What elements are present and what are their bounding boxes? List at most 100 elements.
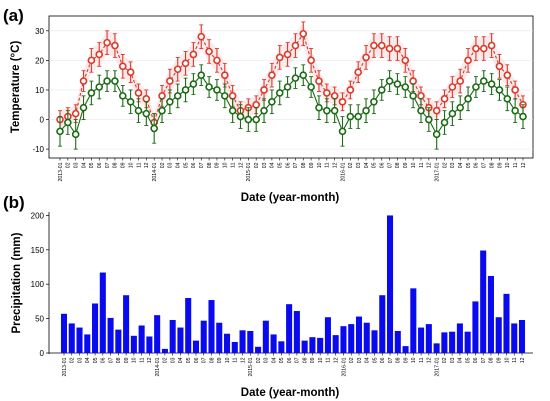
- data-point: [323, 89, 331, 97]
- precipitation-bar: [472, 301, 479, 353]
- data-point: [95, 50, 104, 59]
- x-tick-label: 06: [285, 162, 291, 168]
- x-tick-label: 08: [489, 162, 495, 168]
- x-tick-label: 02: [348, 162, 354, 168]
- data-point: [275, 89, 284, 97]
- x-tick-label: 10: [318, 357, 324, 363]
- x-tick-label: 09: [215, 162, 221, 168]
- x-tick-label: 04: [458, 162, 464, 168]
- precipitation-bar: [84, 334, 91, 353]
- data-point: [56, 127, 64, 136]
- x-tick-label: 12: [147, 357, 153, 363]
- data-point: [126, 68, 135, 77]
- precipitation-bar: [270, 334, 277, 353]
- data-point: [440, 118, 449, 127]
- data-point: [456, 103, 465, 112]
- x-tick-label: 05: [183, 162, 189, 168]
- precipitation-bar: [99, 272, 106, 353]
- precipitation-bar: [208, 300, 215, 353]
- precipitation-bar: [332, 335, 339, 353]
- x-tick-label: 11: [513, 162, 519, 167]
- data-point: [487, 41, 496, 50]
- precipitation-bar: [340, 326, 347, 353]
- data-point: [299, 71, 308, 79]
- x-tick-label: 05: [186, 357, 192, 363]
- data-point: [315, 103, 323, 112]
- data-point: [323, 106, 331, 115]
- x-tick-label: 06: [287, 357, 293, 363]
- precipitation-bar: [169, 319, 176, 353]
- data-point: [503, 95, 512, 103]
- x-tick-label: 06: [191, 162, 197, 168]
- x-tick-label: 02: [70, 357, 76, 363]
- precipitation-bar: [410, 288, 417, 353]
- x-tick-label: 03: [73, 162, 79, 168]
- x-tick-label: 08: [395, 162, 401, 168]
- x-tick-label: 2015-01: [246, 162, 252, 181]
- temperature-x-ticks: 2013-01 02 03 04 05 06 07 08 09 10 11 12 2014-01 02 03…: [58, 158, 527, 182]
- x-tick-label: 08: [301, 162, 307, 168]
- temperature-y-axis-title: Temperature (°C): [10, 41, 22, 134]
- x-tick-label: 10: [128, 162, 134, 168]
- data-point: [448, 109, 457, 118]
- data-point: [142, 95, 151, 103]
- x-tick-label: 07: [105, 162, 111, 168]
- x-tick-label: 2015-01: [248, 357, 254, 376]
- data-point: [354, 68, 363, 77]
- data-point: [409, 77, 417, 85]
- precipitation-bar: [402, 346, 409, 353]
- precipitation-x-axis-title: Date (year-month): [241, 387, 340, 399]
- x-tick-label: 08: [302, 357, 308, 363]
- precipitation-bar: [348, 324, 355, 353]
- panel-a-letter: (a): [3, 6, 24, 25]
- data-point: [71, 130, 80, 139]
- precipitation-bar: [146, 336, 153, 353]
- x-tick-label: 11: [136, 162, 142, 167]
- x-tick-label: 06: [97, 162, 103, 168]
- precipitation-bar: [255, 346, 262, 353]
- data-point: [283, 50, 292, 59]
- data-point: [503, 71, 512, 79]
- precipitation-bar: [239, 330, 246, 353]
- x-tick-label: 10: [505, 162, 511, 168]
- panel-b-letter: (b): [3, 193, 25, 212]
- precipitation-bar: [262, 320, 269, 353]
- data-point: [181, 86, 190, 94]
- data-point: [432, 106, 441, 115]
- x-tick-label: 08: [396, 357, 402, 363]
- precipitation-bar: [487, 275, 494, 353]
- precipitation-bar: [394, 330, 401, 353]
- x-tick-label: 03: [168, 162, 174, 168]
- precipitation-bar: [161, 348, 168, 353]
- x-tick-label: 09: [497, 357, 503, 363]
- precipitation-bar: [231, 341, 238, 353]
- data-point: [134, 106, 143, 115]
- data-point: [487, 80, 496, 88]
- x-tick-label: 03: [170, 357, 176, 363]
- x-tick-label: 02: [160, 162, 166, 168]
- precipitation-bar: [223, 333, 231, 353]
- data-point: [448, 83, 457, 91]
- data-point: [158, 106, 166, 115]
- precipitation-bar: [379, 295, 386, 353]
- precipitation-bar: [464, 331, 471, 353]
- data-point: [377, 41, 386, 50]
- x-tick-label: 12: [144, 162, 150, 168]
- data-point: [150, 124, 158, 133]
- data-point: [393, 80, 402, 88]
- data-point: [220, 92, 229, 100]
- x-tick-label: 04: [458, 357, 464, 363]
- x-tick-label: 05: [89, 162, 95, 168]
- precipitation-bar: [177, 327, 184, 353]
- x-tick-label: 02: [254, 162, 260, 168]
- precipitation-bar: [192, 340, 199, 353]
- precipitation-bar: [200, 320, 207, 353]
- data-point: [385, 77, 394, 85]
- data-point: [401, 56, 410, 65]
- data-point: [299, 29, 308, 38]
- data-point: [252, 115, 260, 124]
- data-point: [425, 115, 433, 124]
- y-tick-label: 30: [35, 27, 44, 36]
- precipitation-bar: [68, 323, 75, 353]
